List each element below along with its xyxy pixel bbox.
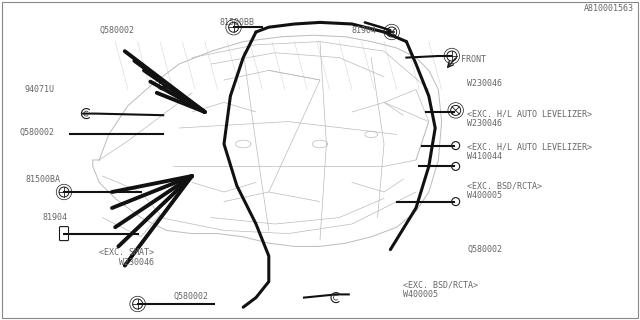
Text: W230046: W230046 xyxy=(118,258,154,267)
Text: W230046: W230046 xyxy=(467,119,502,128)
Text: 81904: 81904 xyxy=(42,213,67,222)
Text: W400005: W400005 xyxy=(403,290,438,299)
Text: <EXC. BSD/RCTA>: <EXC. BSD/RCTA> xyxy=(467,181,542,190)
Text: W230046: W230046 xyxy=(467,79,502,88)
Text: Q580002: Q580002 xyxy=(173,292,208,300)
Text: W400005: W400005 xyxy=(467,191,502,200)
Text: <EXC. H/L AUTO LEVELIZER>: <EXC. H/L AUTO LEVELIZER> xyxy=(467,143,592,152)
Text: <EXC. SMAT>: <EXC. SMAT> xyxy=(99,248,154,257)
Text: <EXC. H/L AUTO LEVELIZER>: <EXC. H/L AUTO LEVELIZER> xyxy=(467,109,592,118)
Text: Q580002: Q580002 xyxy=(99,26,134,35)
Text: 81500BB: 81500BB xyxy=(220,18,254,27)
Text: A810001563: A810001563 xyxy=(584,4,634,13)
Text: Q580002: Q580002 xyxy=(19,128,54,137)
Text: <EXC. BSD/RCTA>: <EXC. BSD/RCTA> xyxy=(403,280,478,289)
Text: W410044: W410044 xyxy=(467,152,502,161)
Text: 81500BA: 81500BA xyxy=(26,175,61,184)
Text: 81904: 81904 xyxy=(352,26,377,35)
Text: 94071U: 94071U xyxy=(24,85,54,94)
Text: FRONT: FRONT xyxy=(461,55,486,64)
Text: Q580002: Q580002 xyxy=(467,245,502,254)
